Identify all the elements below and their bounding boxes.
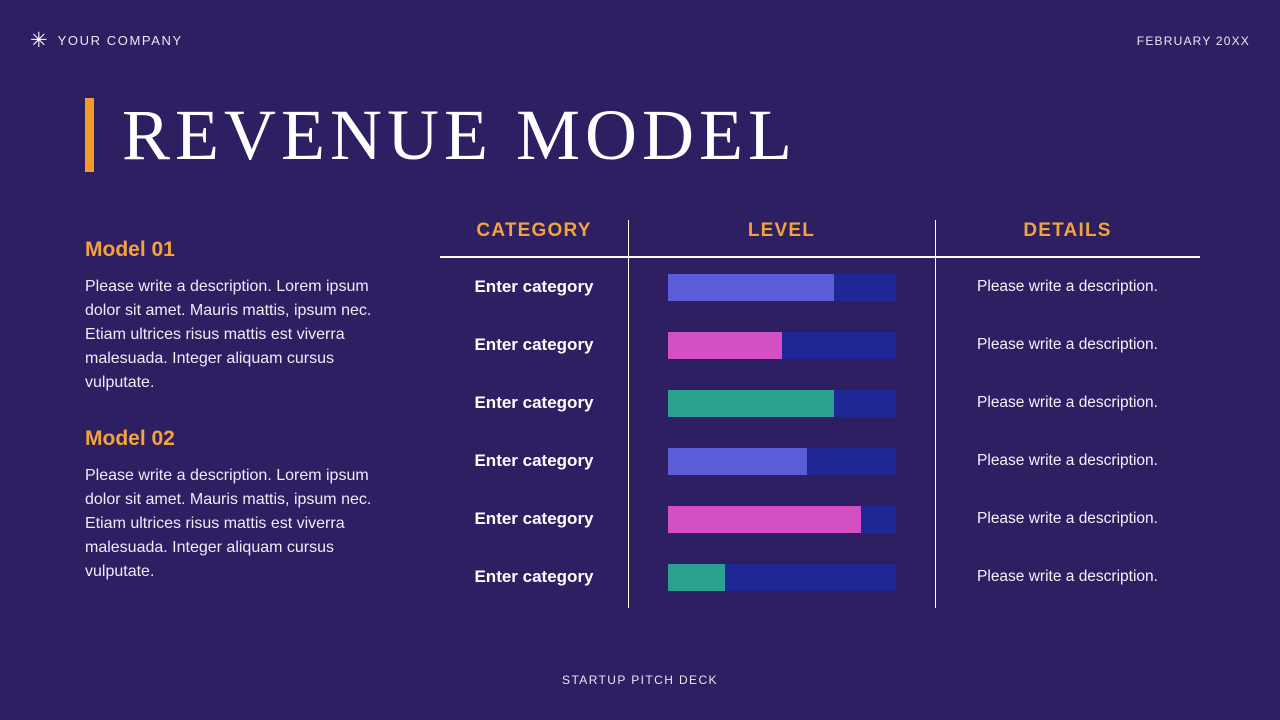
level-bar-track [667,447,896,475]
model-01-description: Please write a description. Lorem ipsum … [85,278,372,391]
level-cell [628,505,935,533]
slide-date: FEBRUARY 20XX [1136,33,1250,48]
table-row: Enter category Please write a descriptio… [440,316,1200,374]
top-bar: ✳ YOUR COMPANY FEBRUARY 20XX [30,30,1250,51]
details-cell: Please write a description. [977,394,1158,411]
table-row: Enter category Please write a descriptio… [440,258,1200,316]
level-bar-track [667,389,896,417]
page-title: REVENUE MODEL [122,95,797,175]
details-cell: Please write a description. [977,278,1158,295]
footer-text: STARTUP PITCH DECK [562,673,718,687]
category-cell: Enter category [474,335,594,354]
column-header-level: LEVEL [747,220,816,241]
level-cell [628,331,935,359]
title-block: REVENUE MODEL [85,98,797,172]
title-accent-bar [85,98,94,172]
level-bar-track [667,273,896,301]
category-cell: Enter category [474,393,594,412]
level-cell [628,389,935,417]
company-name: YOUR COMPANY [57,33,183,48]
model-02-heading: Model 02 [85,427,175,450]
table-row: Enter category Please write a descriptio… [440,548,1200,606]
model-01-block: Model 01 Please write a description. Lor… [85,238,385,395]
column-header-details: DETAILS [1023,220,1112,241]
details-cell: Please write a description. [977,510,1158,527]
level-cell [628,447,935,475]
revenue-table: CATEGORY LEVEL DETAILS Enter category Pl… [440,218,1200,606]
details-cell: Please write a description. [977,568,1158,585]
level-bar-fill [667,331,782,359]
details-cell: Please write a description. [977,336,1158,353]
table-row: Enter category Please write a descriptio… [440,490,1200,548]
category-cell: Enter category [474,567,594,586]
level-bar-fill [667,389,834,417]
level-bar-track [667,505,896,533]
asterisk-icon: ✳ [30,29,48,52]
level-bar-fill [667,505,862,533]
model-01-heading: Model 01 [85,238,175,261]
level-bar-fill [667,447,807,475]
details-cell: Please write a description. [977,452,1158,469]
level-bar-track [667,331,896,359]
category-cell: Enter category [474,451,594,470]
model-02-description: Please write a description. Lorem ipsum … [85,467,372,580]
table-column-divider [935,220,936,608]
table-header-row: CATEGORY LEVEL DETAILS [440,218,1200,258]
level-bar-fill [667,563,725,591]
model-02-block: Model 02 Please write a description. Lor… [85,427,385,584]
level-cell [628,563,935,591]
company-brand: ✳ YOUR COMPANY [30,30,183,51]
level-bar-track [667,563,896,591]
category-cell: Enter category [474,509,594,528]
column-header-category: CATEGORY [476,220,592,241]
category-cell: Enter category [474,277,594,296]
models-column: Model 01 Please write a description. Lor… [85,238,385,616]
level-bar-fill [667,273,834,301]
table-column-divider [628,220,629,608]
table-row: Enter category Please write a descriptio… [440,374,1200,432]
level-cell [628,273,935,301]
table-row: Enter category Please write a descriptio… [440,432,1200,490]
